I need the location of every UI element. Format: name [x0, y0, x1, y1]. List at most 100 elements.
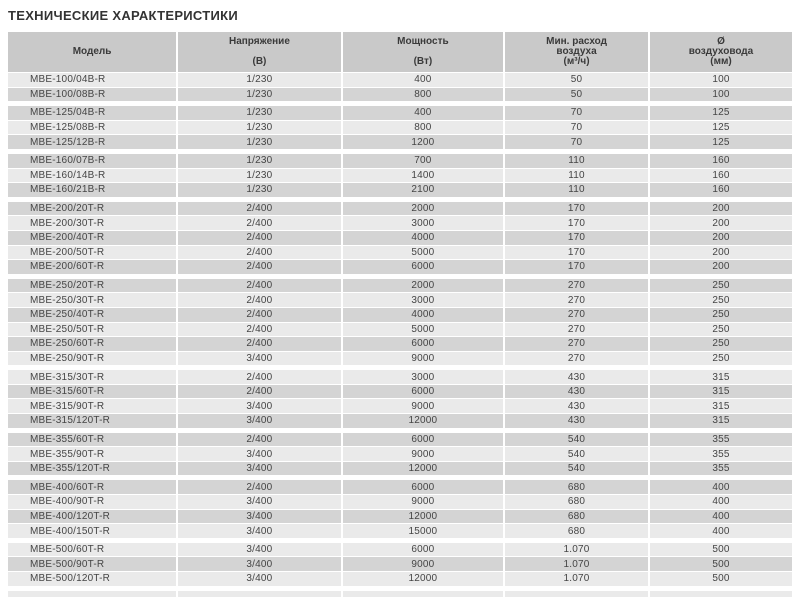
diameter-cell: 125 [650, 120, 792, 135]
model-cell: MBE-200/20T-R [8, 201, 179, 216]
power-cell: 700 [342, 153, 506, 168]
diameter-cell: 250 [650, 278, 792, 293]
diameter-cell: 160 [650, 168, 792, 183]
voltage-cell: 2/400 [178, 245, 343, 260]
model-cell: MBE-250/90T-R [8, 351, 179, 366]
model-cell: MBE-315/120T-R [8, 414, 179, 428]
diameter-cell: 355 [650, 461, 792, 476]
table-row: MBE-400/90T-R 3/400 9000 680 400 [8, 495, 792, 509]
model-cell: MBE-200/40T-R [8, 230, 179, 245]
voltage-cell: 1/230 [178, 183, 343, 197]
model-cell: MBE-400/120T-R [8, 509, 179, 524]
voltage-cell: 3/400 [178, 509, 343, 524]
diameter-cell: 160 [650, 153, 792, 168]
diameter-cell: 250 [650, 337, 792, 351]
table-row: MBE-400/60T-R 2/400 6000 680 400 [8, 480, 792, 495]
airflow-cell: 50 [505, 87, 651, 102]
airflow-cell: 680 [505, 480, 651, 495]
power-cell: 6000 [342, 337, 506, 351]
power-cell: 15000 [342, 524, 506, 538]
model-cell: MBE-250/50T-R [8, 322, 179, 337]
voltage-cell: 1/230 [178, 153, 343, 168]
table-row: MBE-200/60T-R 2/400 6000 170 200 [8, 260, 792, 274]
diameter-cell: 400 [650, 495, 792, 509]
voltage-cell: 2/400 [178, 201, 343, 216]
model-cell: MBE-355/90T-R [8, 447, 179, 461]
model-cell: MBE-160/07B-R [8, 153, 179, 168]
diameter-cell: 355 [650, 432, 792, 447]
voltage-cell: 3/400 [178, 557, 343, 571]
table-row: MBE-315/90T-R 3/400 9000 430 315 [8, 399, 792, 414]
power-cell: 6000 [342, 260, 506, 274]
voltage-cell: 1/230 [178, 87, 343, 102]
airflow-cell: 50 [505, 73, 651, 87]
row-group: MBE-355/60T-R 2/400 6000 540 355 MBE-355/90T-… [8, 432, 792, 476]
diameter-cell: 315 [650, 384, 792, 399]
power-cell: 2000 [342, 278, 506, 293]
power-cell: 3000 [342, 216, 506, 230]
row-group: MBE-125/04B-R 1/230 400 70 125 MBE-125/08B-R 1… [8, 106, 792, 149]
power-cell: 5000 [342, 245, 506, 260]
model-cell: MBE-250/40T-R [8, 307, 179, 322]
airflow-cell: 430 [505, 384, 651, 399]
diameter-cell: 400 [650, 480, 792, 495]
power-cell: 12000 [342, 572, 506, 586]
model-cell: MBE-160/21B-R [8, 183, 179, 197]
table-row: MBE-160/07B-R 1/230 700 110 160 [8, 153, 792, 168]
airflow-cell: 680 [505, 524, 651, 538]
power-cell: 9000 [342, 447, 506, 461]
airflow-cell: 170 [505, 216, 651, 230]
partial-row-cutoff [8, 590, 792, 597]
diameter-cell: 315 [650, 399, 792, 414]
empty-cell [650, 590, 792, 597]
specs-table: Модель Напряжение (В) Мощность (Вт) Мин. расх… [8, 32, 792, 597]
diameter-cell: 160 [650, 183, 792, 197]
voltage-cell: 2/400 [178, 337, 343, 351]
voltage-cell: 2/400 [178, 216, 343, 230]
diameter-cell: 250 [650, 307, 792, 322]
power-cell: 9000 [342, 351, 506, 366]
column-header-model: Модель [8, 32, 179, 72]
voltage-cell: 2/400 [178, 278, 343, 293]
table-row: MBE-125/04B-R 1/230 400 70 125 [8, 106, 792, 120]
table-row: MBE-100/04B-R 1/230 400 50 100 [8, 73, 792, 87]
model-cell: MBE-355/120T-R [8, 461, 179, 476]
voltage-cell: 3/400 [178, 461, 343, 476]
table-row: MBE-200/20T-R 2/400 2000 170 200 [8, 201, 792, 216]
airflow-cell: 170 [505, 230, 651, 245]
voltage-cell: 1/230 [178, 120, 343, 135]
power-cell: 5000 [342, 322, 506, 337]
airflow-cell: 430 [505, 399, 651, 414]
airflow-cell: 680 [505, 509, 651, 524]
diameter-cell: 315 [650, 414, 792, 428]
airflow-cell: 540 [505, 461, 651, 476]
airflow-cell: 1.070 [505, 542, 651, 557]
model-cell: MBE-160/14B-R [8, 168, 179, 183]
model-cell: MBE-200/30T-R [8, 216, 179, 230]
voltage-cell: 2/400 [178, 307, 343, 322]
power-cell: 6000 [342, 542, 506, 557]
column-header-line: (м³/ч) [563, 56, 590, 67]
table-row: MBE-315/120T-R 3/400 12000 430 315 [8, 414, 792, 428]
diameter-cell: 125 [650, 135, 792, 149]
column-header-airflow: Мин. расход воздуха (м³/ч) [505, 32, 651, 72]
diameter-cell: 100 [650, 73, 792, 87]
power-cell: 1400 [342, 168, 506, 183]
power-cell: 9000 [342, 495, 506, 509]
voltage-cell: 3/400 [178, 351, 343, 366]
model-cell: MBE-315/60T-R [8, 384, 179, 399]
column-header-line: (Вт) [413, 56, 433, 67]
page-title: ТЕХНИЧЕСКИЕ ХАРАКТЕРИСТИКИ [8, 8, 239, 23]
voltage-cell: 3/400 [178, 447, 343, 461]
power-cell: 1200 [342, 135, 506, 149]
column-header-line: воздуховода [688, 46, 754, 57]
column-header-line: Мин. расход [546, 36, 607, 47]
table-row: MBE-315/30T-R 2/400 3000 430 315 [8, 370, 792, 384]
airflow-cell: 110 [505, 168, 651, 183]
model-cell: MBE-250/30T-R [8, 293, 179, 307]
table-row: MBE-200/30T-R 2/400 3000 170 200 [8, 216, 792, 230]
table-row: MBE-400/150T-R 3/400 15000 680 400 [8, 524, 792, 538]
model-cell: MBE-125/04B-R [8, 106, 179, 120]
power-cell: 4000 [342, 230, 506, 245]
column-header-line: воздуха [556, 46, 597, 57]
